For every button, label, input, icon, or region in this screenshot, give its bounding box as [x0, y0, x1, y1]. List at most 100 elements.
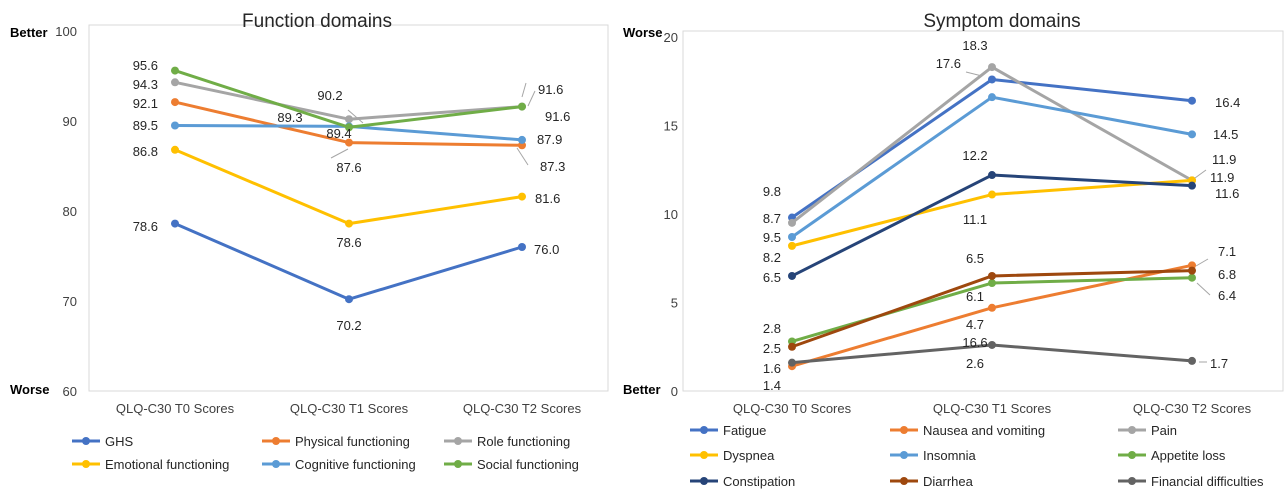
- data-label: 8.2: [763, 250, 781, 265]
- legend-label: Social functioning: [477, 457, 579, 472]
- chart-title: Function domains: [242, 11, 392, 32]
- x-tick-label: QLQ-C30 T0 Scores: [116, 401, 235, 416]
- data-point: [171, 66, 179, 75]
- data-point: [788, 218, 796, 227]
- legend-swatch-marker: [700, 477, 708, 485]
- data-label: 89.4: [326, 126, 351, 141]
- data-label: 18.3: [962, 38, 987, 53]
- data-point: [788, 271, 796, 280]
- y-top-label: Better: [10, 25, 48, 40]
- legend-label: Fatigue: [723, 423, 766, 438]
- chart-title: Symptom domains: [923, 11, 1080, 32]
- data-point: [988, 279, 996, 288]
- data-point: [1188, 181, 1196, 190]
- data-point: [171, 121, 179, 130]
- data-point: [1188, 130, 1196, 139]
- data-point: [345, 219, 353, 228]
- data-label: 78.6: [133, 219, 158, 234]
- data-point: [345, 138, 353, 147]
- data-point: [788, 233, 796, 242]
- legend-swatch-marker: [900, 477, 908, 485]
- y-tick-label: 20: [664, 30, 678, 45]
- data-label: 4.7: [966, 317, 984, 332]
- data-label: 89.5: [133, 118, 158, 133]
- legend-swatch-marker: [1128, 451, 1136, 459]
- data-label: 94.3: [133, 77, 158, 92]
- series-line-1-6: [791, 173, 1193, 278]
- legend-swatch-marker: [900, 426, 908, 434]
- y-tick-label: 100: [55, 24, 77, 39]
- leader-line: [1194, 169, 1207, 179]
- data-point: [518, 243, 526, 251]
- data-label: 76.0: [534, 242, 559, 257]
- data-point: [1188, 356, 1196, 365]
- legend-swatch-marker: [82, 460, 90, 468]
- data-label: 87.3: [540, 159, 565, 174]
- data-label: 87.9: [537, 132, 562, 147]
- y-tick-label: 15: [664, 119, 678, 134]
- legend-swatch-marker: [900, 451, 908, 459]
- y-tick-label: 5: [671, 296, 678, 311]
- x-tick-label: QLQ-C30 T2 Scores: [463, 401, 582, 416]
- data-label: 1.7: [1210, 356, 1228, 371]
- y-tick-label: 90: [63, 114, 77, 129]
- data-label: 2.8: [763, 321, 781, 336]
- x-tick-label: QLQ-C30 T0 Scores: [733, 401, 852, 416]
- legend-label: Role functioning: [477, 434, 570, 449]
- leader-line: [521, 82, 527, 98]
- data-point: [788, 241, 796, 250]
- data-label: 17.6: [936, 56, 961, 71]
- data-point: [1188, 96, 1196, 105]
- series-line-1-2: [791, 65, 1193, 225]
- leader-line: [1195, 258, 1209, 267]
- data-label: 16.4: [1215, 95, 1240, 110]
- legend-swatch-marker: [1128, 426, 1136, 434]
- y-tick-label: 0: [671, 384, 678, 399]
- data-label: 7.1: [1218, 244, 1236, 259]
- data-label: 86.8: [133, 144, 158, 159]
- data-point: [171, 78, 179, 87]
- data-label: 91.6: [545, 109, 570, 124]
- data-point: [988, 303, 996, 312]
- data-label: 92.1: [133, 96, 158, 111]
- data-label: 11.9: [1210, 170, 1234, 185]
- data-point: [518, 192, 526, 201]
- data-label: 6.8: [1218, 267, 1236, 282]
- legend-label: Nausea and vomiting: [923, 423, 1045, 438]
- leader-line: [330, 148, 349, 159]
- data-label: 89.3: [277, 110, 302, 125]
- y-tick-label: 70: [63, 294, 77, 309]
- data-label: 14.5: [1213, 127, 1238, 142]
- data-point: [171, 145, 179, 154]
- legend-label: Appetite loss: [1151, 448, 1226, 463]
- data-label: 87.6: [336, 160, 361, 175]
- x-tick-label: QLQ-C30 T1 Scores: [290, 401, 409, 416]
- legend-label: Pain: [1151, 423, 1177, 438]
- legend-swatch-marker: [700, 451, 708, 459]
- data-label: 6.5: [763, 270, 781, 285]
- legend-swatch-marker: [700, 426, 708, 434]
- data-point: [171, 219, 179, 228]
- leader-line: [965, 71, 983, 77]
- plot-area-1: [682, 30, 1284, 392]
- plot-area-0: [88, 24, 609, 392]
- data-point: [988, 271, 996, 280]
- leader-line: [1196, 282, 1211, 296]
- data-point: [1188, 273, 1196, 282]
- data-point: [345, 295, 353, 304]
- data-point: [988, 171, 996, 180]
- data-point: [988, 75, 996, 84]
- legend-label: Insomnia: [923, 448, 977, 463]
- legend-label: Financial difficulties: [1151, 474, 1264, 489]
- data-label: 2.5: [763, 341, 781, 356]
- data-point: [518, 102, 526, 111]
- data-label: 9.5: [763, 230, 781, 245]
- data-point: [988, 190, 996, 199]
- legend-swatch-marker: [82, 437, 90, 445]
- data-point: [788, 342, 796, 351]
- data-label: 16.6: [962, 335, 987, 350]
- data-label: 1.6: [763, 361, 781, 376]
- y-tick-label: 60: [63, 384, 77, 399]
- data-label: 11.1: [963, 212, 987, 227]
